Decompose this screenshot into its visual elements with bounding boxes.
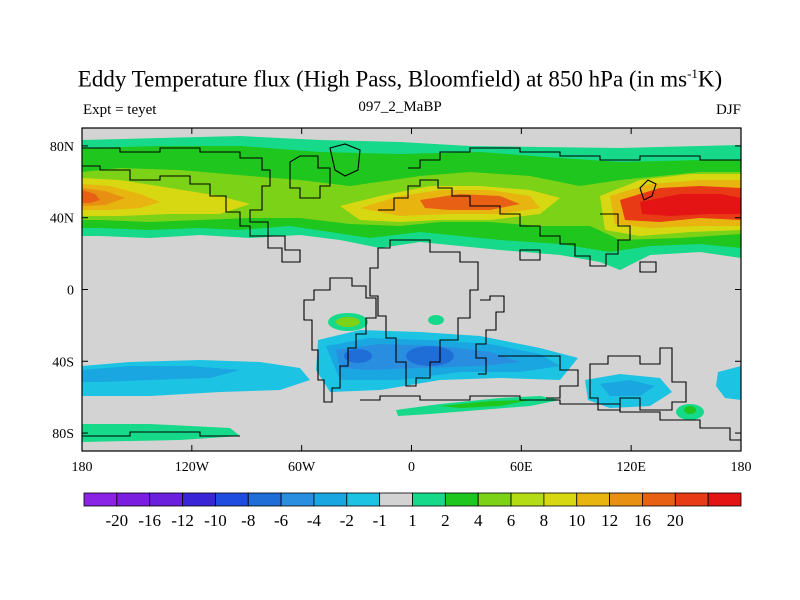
axis-ticks: 80N 40N 0 40S 80S 180 120W 60W 0 60E 120E 180 [50,128,752,475]
sh-negative-level-6 [406,346,454,366]
colorbar-swatch [444,492,479,507]
colorbar-swatch [543,492,578,507]
lon-tick-label: 120E [616,460,646,475]
contour-fill-layer [82,136,741,442]
colorbar-swatch [116,492,151,507]
colorbar-label: 1 [408,511,417,530]
south-pacific-negative-2 [82,366,240,382]
australia-negative-2 [600,380,655,396]
sh-positive-spot-1-inner [336,317,360,327]
lat-tick-label: 40N [50,212,74,227]
lon-tick-label: 180 [731,460,752,475]
colorbar-swatch [412,492,446,507]
lon-tick-label: 60W [288,460,316,475]
coastlines [82,143,741,441]
subtitle-label: 097_2_MaBP [358,99,442,115]
lat-tick-label: 80N [50,140,74,155]
colorbar-swatch [477,492,512,507]
colorbar-swatch [247,492,282,507]
colorbar-label: -16 [138,511,161,530]
colorbar-swatch [182,492,216,507]
colorbar-label: -12 [171,511,194,530]
lat-tick-label: 80S [52,427,74,442]
experiment-label: Expt = teyet [83,102,157,118]
colorbar-swatch [707,492,742,507]
colorbar-label: 20 [667,511,684,530]
colorbar-label: -2 [340,511,354,530]
colorbar-swatch [149,492,183,507]
lat-tick-label: 40S [52,355,74,370]
colorbar-label: -1 [373,511,387,530]
colorbar-label: 12 [601,511,618,530]
colorbar-label: -8 [241,511,255,530]
dateline-level-16 [82,190,100,203]
lat-tick-label: 0 [67,284,74,299]
colorbar-swatch [576,492,610,507]
east-antarctic-positive-inner [684,406,696,414]
lon-tick-label: 0 [408,460,415,475]
pacific-level-20 [640,194,741,216]
colorbar-swatch [280,492,315,507]
colorbar-swatch [674,492,709,507]
colorbar-label: 10 [568,511,585,530]
season-label: DJF [715,102,741,118]
chart-title-main: Eddy Temperature flux (High Pass, Bloomf… [77,66,688,92]
colorbar-swatch [346,492,381,507]
colorbar-label: 2 [441,511,450,530]
colorbar-swatch [313,492,348,507]
colorbar-swatch [510,492,545,507]
sh-highlat-positive-inner [440,400,530,408]
colorbar-label: 4 [474,511,483,530]
chart-title: Eddy Temperature flux (High Pass, Bloomf… [0,66,800,93]
antarctic-positive [82,424,240,442]
lon-tick-label: 60E [510,460,533,475]
lon-tick-label: 180 [72,460,93,475]
colorbar-label: -6 [274,511,288,530]
colorbar-swatch [609,492,643,507]
colorbar-swatch [379,492,413,507]
lon-tick-label: 120W [175,460,210,475]
colorbar: -20 -16 -12 -10 -8 -6 -4 -2 -1 1 2 4 6 8 10 12 16 20 [83,492,742,530]
colorbar-label: -20 [106,511,129,530]
sh-negative-level-6b [344,349,372,363]
colorbar-swatch [214,492,249,507]
colorbar-swatch [83,492,118,507]
east-pacific-negative [716,366,741,400]
colorbar-label: -10 [204,511,227,530]
colorbar-label: 16 [634,511,651,530]
chart-title-superscript: -1 [687,66,698,81]
colorbar-label: 8 [540,511,549,530]
sh-positive-spot-2 [428,315,444,325]
chart-title-end: K) [697,66,723,92]
colorbar-label: -4 [307,511,322,530]
colorbar-swatch [642,492,676,507]
colorbar-label: 6 [507,511,516,530]
